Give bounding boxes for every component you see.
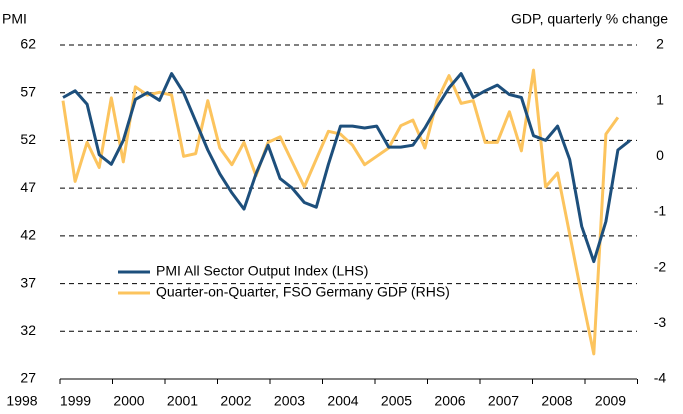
x-tick-label: 2007 xyxy=(488,393,519,409)
y2-tick-label: -1 xyxy=(654,203,667,219)
series-line xyxy=(62,72,631,264)
x-tick-label: 2004 xyxy=(327,393,358,409)
x-tick-label: 2009 xyxy=(595,393,626,409)
y2-axis-title: GDP, quarterly % change xyxy=(511,11,668,27)
y-tick-label: 37 xyxy=(20,274,36,290)
series-line xyxy=(61,68,620,356)
legend-label: Quarter-on-Quarter, FSO Germany GDP (RHS… xyxy=(156,284,450,300)
y2-tick-label: -4 xyxy=(654,370,667,386)
y2-tick-label: 0 xyxy=(656,147,664,163)
y-axis-title: PMI xyxy=(2,11,27,27)
legend-label: PMI All Sector Output Index (LHS) xyxy=(156,263,368,279)
y-tick-label: 42 xyxy=(20,227,36,243)
y2-tick-label: 2 xyxy=(656,36,664,52)
y-tick-label: 57 xyxy=(20,83,36,99)
y-tick-label: 62 xyxy=(20,36,36,52)
y-tick-label: 27 xyxy=(20,370,36,386)
y-tick-label: 52 xyxy=(20,131,36,147)
y-tick-label: 32 xyxy=(20,322,36,338)
y2-tick-label: -3 xyxy=(654,314,667,330)
x-tick-label: 2005 xyxy=(381,393,412,409)
x-tick-label: 1999 xyxy=(60,393,91,409)
x-tick-label: 1998 xyxy=(6,393,37,409)
x-tick-label: 2003 xyxy=(274,393,305,409)
x-tick-label: 2001 xyxy=(167,393,198,409)
y2-tick-label: 1 xyxy=(656,91,664,107)
x-tick-label: 2000 xyxy=(113,393,144,409)
y2-tick-label: -2 xyxy=(654,258,667,274)
x-tick-label: 2002 xyxy=(220,393,251,409)
x-tick-label: 2008 xyxy=(541,393,572,409)
x-tick-label: 2006 xyxy=(434,393,465,409)
y-tick-label: 47 xyxy=(20,179,36,195)
